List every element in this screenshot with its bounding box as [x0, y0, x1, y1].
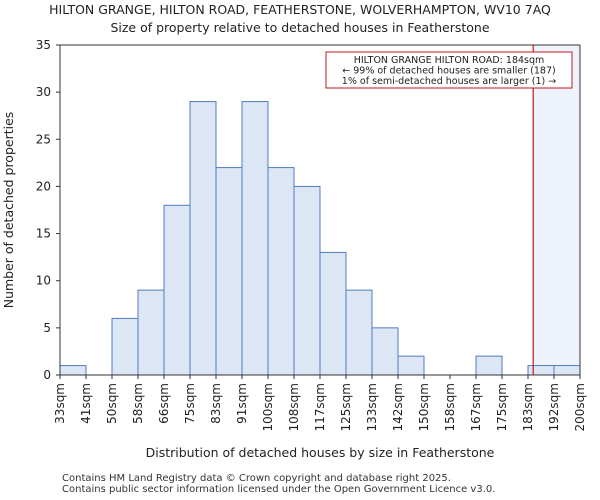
histogram-bar [553, 365, 581, 376]
x-tick-label: 175sqm [495, 383, 509, 431]
x-tick-label: 66sqm [157, 383, 171, 424]
footer-line-1: Contains HM Land Registry data © Crown c… [62, 473, 451, 484]
histogram-bar [345, 289, 373, 376]
x-tick-label: 108sqm [287, 383, 301, 431]
histogram-bar [137, 289, 165, 376]
x-tick-label: 125sqm [339, 383, 353, 431]
histogram-bar [111, 317, 139, 376]
histogram-bar [397, 355, 425, 376]
y-tick-label: 20 [36, 179, 51, 193]
x-tick-label: 200sqm [573, 383, 587, 431]
y-tick-label: 35 [36, 38, 51, 52]
histogram-chart: 0 5 10 15 20 25 30 35 33sqm 41sqm 50sqm 58sqm 66sqm 7… [1, 38, 587, 460]
annotation-line: 1% of semi-detached houses are larger (1… [342, 76, 556, 87]
histogram-bar [371, 327, 399, 376]
highlight-region [533, 45, 580, 375]
x-tick-label: 33sqm [53, 383, 67, 424]
x-tick-label: 117sqm [313, 383, 327, 431]
y-tick-label: 15 [36, 227, 51, 241]
histogram-bar [267, 167, 295, 376]
y-tick-label: 5 [43, 321, 51, 335]
x-tick-label: 142sqm [391, 383, 405, 431]
histogram-bar [189, 101, 217, 376]
x-axis-label: Distribution of detached houses by size … [146, 445, 495, 460]
histogram-bar [475, 355, 503, 376]
x-tick-label: 167sqm [469, 383, 483, 431]
chart-title: HILTON GRANGE, HILTON ROAD, FEATHERSTONE… [49, 2, 551, 17]
x-tick-label: 133sqm [365, 383, 379, 431]
y-tick-label: 30 [36, 85, 51, 99]
x-tick-label: 83sqm [209, 383, 223, 424]
x-tick-label: 58sqm [131, 383, 145, 424]
y-axis-label: Number of detached properties [1, 112, 16, 309]
histogram-bar [293, 185, 321, 376]
histogram-bar [59, 365, 87, 376]
x-tick-label: 150sqm [417, 383, 431, 431]
annotation-line: ← 99% of detached houses are smaller (18… [342, 66, 555, 77]
chart-subtitle: Size of property relative to detached ho… [110, 20, 490, 35]
x-tick-label: 41sqm [79, 383, 93, 424]
x-tick-label: 75sqm [183, 383, 197, 424]
x-tick-label: 183sqm [521, 383, 535, 431]
annotation-box [325, 51, 573, 89]
y-tick-label: 10 [36, 274, 51, 288]
x-tick-label: 91sqm [235, 383, 249, 424]
histogram-bar [241, 101, 269, 376]
x-tick-label: 192sqm [547, 383, 561, 431]
x-tick-label: 50sqm [105, 383, 119, 424]
histogram-bar [527, 365, 555, 376]
x-tick-label: 158sqm [443, 383, 457, 431]
histogram-bar [215, 167, 243, 376]
y-tick-label: 25 [36, 132, 51, 146]
annotation-line: HILTON GRANGE HILTON ROAD: 184sqm [354, 55, 545, 66]
histogram-bar [163, 204, 191, 376]
y-tick-label: 0 [43, 368, 51, 382]
footer-line-2: Contains public sector information licen… [62, 484, 496, 495]
histogram-bar [319, 251, 347, 376]
x-tick-label: 100sqm [261, 383, 275, 431]
